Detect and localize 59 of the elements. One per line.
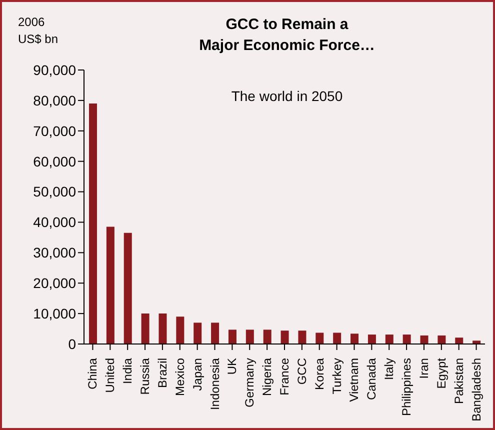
bar xyxy=(280,330,289,344)
y-tick-label: 0 xyxy=(68,336,76,352)
y-tick-label: 70,000 xyxy=(33,122,76,139)
y-axis-title: 2006 US$ bn xyxy=(18,14,58,48)
x-tick-label: Egypt xyxy=(434,357,448,389)
x-tick-label: Italy xyxy=(382,358,396,380)
bar xyxy=(176,316,184,344)
annotation: The world in 2050 xyxy=(230,88,344,104)
x-tick-label: Indonesia xyxy=(208,358,222,410)
bar xyxy=(472,340,481,344)
y-tick-label: 60,000 xyxy=(33,153,76,170)
bar xyxy=(368,334,376,344)
bar xyxy=(455,338,464,344)
bar xyxy=(194,322,202,344)
x-tick-label: GCC xyxy=(294,358,309,385)
bar xyxy=(263,330,272,344)
x-tick-label: Canada xyxy=(364,358,379,400)
chart-title: GCC to Remain a Major Economic Force… xyxy=(198,15,376,56)
bar xyxy=(106,226,114,344)
bar xyxy=(211,322,220,344)
bar xyxy=(385,334,394,344)
x-tick-label: France xyxy=(278,358,292,396)
y-tick-label: 20,000 xyxy=(33,275,76,292)
x-tick-label: Russia xyxy=(138,358,152,395)
x-tick-label: Mexico xyxy=(172,358,187,396)
bar xyxy=(89,103,97,344)
bar xyxy=(158,314,167,344)
bar xyxy=(333,332,342,344)
y-tick-label: 50,000 xyxy=(33,184,76,200)
x-tick-label: Brazil xyxy=(155,358,170,388)
x-tick-label: Nigeria xyxy=(260,358,274,396)
x-tick-label: Vietnam xyxy=(347,358,362,402)
y-tick-label: 10,000 xyxy=(33,306,76,322)
x-tick-label: Japan xyxy=(190,358,204,391)
bar xyxy=(298,330,306,344)
bar xyxy=(228,330,236,344)
x-tick-label: UK xyxy=(225,358,240,375)
x-tick-label: China xyxy=(86,358,100,390)
bar xyxy=(316,332,324,344)
bar xyxy=(420,335,428,344)
x-tick-label: Philippines xyxy=(400,358,414,416)
x-tick-label: Bangladesh xyxy=(469,358,484,422)
y-tick-label: 90,000 xyxy=(33,62,76,78)
bar xyxy=(402,334,411,344)
x-tick-label: Germany xyxy=(242,358,257,408)
x-tick-label: United xyxy=(103,358,118,393)
bar xyxy=(124,232,132,344)
x-tick-label: Korea xyxy=(312,358,326,390)
y-tick-label: 40,000 xyxy=(33,214,76,230)
bar xyxy=(246,330,254,344)
x-tick-label: India xyxy=(120,358,135,384)
y-tick-label: 30,000 xyxy=(33,244,76,261)
x-tick-label: Pakistan xyxy=(452,358,466,404)
bar xyxy=(438,335,446,344)
x-tick-label: Turkey xyxy=(330,358,344,394)
y-tick-label: 80,000 xyxy=(33,92,76,108)
bar xyxy=(350,334,359,344)
bar xyxy=(141,314,150,344)
x-tick-label: Iran xyxy=(416,358,431,379)
